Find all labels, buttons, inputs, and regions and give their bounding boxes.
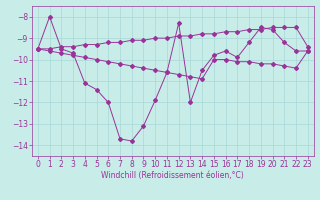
X-axis label: Windchill (Refroidissement éolien,°C): Windchill (Refroidissement éolien,°C)	[101, 171, 244, 180]
